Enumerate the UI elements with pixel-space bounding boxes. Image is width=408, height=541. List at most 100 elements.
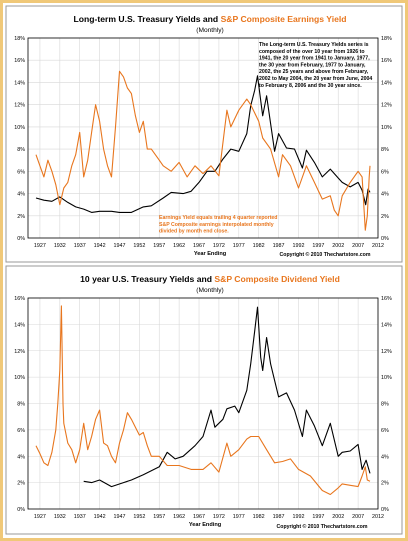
y-tick-label-left: 12% bbox=[14, 349, 25, 355]
x-tick-label: 1962 bbox=[173, 243, 185, 249]
y-tick-label-right: 2% bbox=[381, 214, 389, 220]
y-tick-label-right: 8% bbox=[381, 147, 389, 153]
x-tick-label: 1987 bbox=[273, 243, 285, 249]
y-tick-label-right: 12% bbox=[381, 103, 392, 109]
x-tick-label: 1977 bbox=[233, 243, 245, 249]
y-tick-label-left: 16% bbox=[14, 58, 25, 64]
y-tick-label-right: 6% bbox=[381, 169, 389, 175]
y-tick-label-left: 8% bbox=[17, 147, 25, 153]
y-tick-label-left: 14% bbox=[14, 80, 25, 86]
x-tick-label: 2002 bbox=[332, 243, 344, 249]
y-tick-label-right: 2% bbox=[381, 481, 389, 487]
series-lines bbox=[35, 305, 371, 496]
note-line: composed of the over 10 year from 1926 t… bbox=[259, 49, 365, 55]
note-line: 2002 to May 2004, the 20 year from June,… bbox=[259, 76, 372, 82]
earnings-yield-panel: Long-term U.S. Treasury Yields and S&P C… bbox=[5, 5, 403, 263]
dividend-yield-line bbox=[35, 305, 371, 496]
x-tick-label: 1947 bbox=[113, 243, 125, 249]
panel-border bbox=[5, 5, 403, 263]
y-axis-ticks: 0% 0% 2% 2% 4% 4% 6% 6% 8% 8% 10% 10% 12% 12% 14% 14% 16… bbox=[14, 296, 392, 513]
x-tick-label: 1987 bbox=[273, 514, 285, 520]
x-tick-label: 1952 bbox=[133, 514, 145, 520]
y-tick-label-right: 0% bbox=[381, 507, 389, 513]
y-tick-label-left: 16% bbox=[14, 296, 25, 302]
grid bbox=[28, 297, 379, 510]
x-tick-label: 1997 bbox=[312, 514, 324, 520]
title-earnings-part: S&P Composite Earnings Yield bbox=[221, 14, 347, 24]
x-tick-label: 1957 bbox=[153, 514, 165, 520]
x-tick-label: 1992 bbox=[292, 243, 304, 249]
note-line: to February 8, 2006 and the 30 year sinc… bbox=[259, 83, 362, 89]
y-tick-label-right: 8% bbox=[381, 402, 389, 408]
x-tick-label: 1942 bbox=[94, 243, 106, 249]
treasury-note: The Long-term U.S. Treasury Yields serie… bbox=[259, 42, 372, 89]
y-tick-label-left: 2% bbox=[17, 481, 25, 487]
title-treasury-part: 10 year U.S. Treasury Yields and bbox=[80, 274, 214, 284]
x-tick-label: 1972 bbox=[213, 243, 225, 249]
earnings-yield-line bbox=[35, 70, 371, 231]
chart-title: Long-term U.S. Treasury Yields and S&P C… bbox=[73, 14, 346, 24]
x-tick-label: 1997 bbox=[312, 243, 324, 249]
note-line: divided by month end close. bbox=[159, 229, 229, 235]
x-tick-label: 2007 bbox=[352, 243, 364, 249]
y-tick-label-right: 14% bbox=[381, 322, 392, 328]
plot-area bbox=[27, 37, 379, 239]
x-tick-label: 1992 bbox=[292, 514, 304, 520]
y-tick-label-left: 14% bbox=[14, 322, 25, 328]
y-tick-label-right: 16% bbox=[381, 58, 392, 64]
plot-area bbox=[27, 297, 379, 510]
y-tick-label-right: 10% bbox=[381, 125, 392, 131]
note-line: 1941, the 20 year from 1941 to January, … bbox=[259, 56, 370, 62]
y-tick-label-right: 10% bbox=[381, 375, 392, 381]
x-axis-label: Year Ending bbox=[194, 251, 227, 257]
y-tick-label-right: 4% bbox=[381, 454, 389, 460]
y-tick-label-left: 4% bbox=[17, 192, 25, 198]
y-tick-label-left: 0% bbox=[17, 236, 25, 242]
x-tick-label: 1967 bbox=[193, 514, 205, 520]
x-tick-label: 1977 bbox=[233, 514, 245, 520]
y-tick-label-left: 8% bbox=[17, 402, 25, 408]
y-tick-label-right: 18% bbox=[381, 36, 392, 42]
y-tick-label-right: 6% bbox=[381, 428, 389, 434]
x-tick-label: 2007 bbox=[352, 514, 364, 520]
y-tick-label-left: 6% bbox=[17, 428, 25, 434]
dividend-yield-panel: 10 year U.S. Treasury Yields and S&P Com… bbox=[5, 265, 403, 535]
x-tick-label: 1957 bbox=[153, 243, 165, 249]
x-tick-label: 1932 bbox=[54, 514, 66, 520]
y-tick-label-right: 0% bbox=[381, 236, 389, 242]
series-lines bbox=[35, 70, 371, 231]
x-tick-label: 1982 bbox=[253, 514, 265, 520]
treasury-yield-line bbox=[83, 306, 371, 488]
y-tick-label-right: 12% bbox=[381, 349, 392, 355]
y-tick-label-left: 6% bbox=[17, 169, 25, 175]
panel-border bbox=[5, 265, 403, 535]
x-tick-label: 1942 bbox=[94, 514, 106, 520]
chart-subtitle: (Monthly) bbox=[196, 27, 223, 34]
copyright: Copyright © 2010 Thechartstore.com bbox=[277, 523, 368, 530]
y-tick-label-left: 4% bbox=[17, 454, 25, 460]
x-tick-label: 2012 bbox=[372, 243, 384, 249]
x-axis-ticks: 1927 1932 1937 1942 1947 1952 1957 1962 1967 1972… bbox=[34, 514, 384, 520]
y-tick-label-left: 0% bbox=[17, 507, 25, 513]
y-tick-label-right: 16% bbox=[381, 296, 392, 302]
earnings-note: Earnings Yield equals trailing 4 quarter… bbox=[159, 215, 277, 235]
y-tick-label-left: 12% bbox=[14, 103, 25, 109]
y-tick-label-left: 2% bbox=[17, 214, 25, 220]
x-tick-label: 2002 bbox=[332, 514, 344, 520]
y-tick-label-left: 10% bbox=[14, 375, 25, 381]
y-axis-ticks: 0% 0% 2% 2% 4% 4% 6% 6% 8% 8% 10% 10% 12% 12% 14% 14% 16… bbox=[14, 36, 392, 242]
chart-title: 10 year U.S. Treasury Yields and S&P Com… bbox=[80, 274, 340, 284]
treasury-yield-line bbox=[35, 75, 371, 213]
x-tick-label: 1927 bbox=[34, 514, 46, 520]
x-tick-label: 1927 bbox=[34, 243, 46, 249]
x-tick-label: 1962 bbox=[173, 514, 185, 520]
copyright: Copyright © 2010 Thechartstore.com bbox=[280, 251, 371, 258]
note-line: Earnings Yield equals trailing 4 quarter… bbox=[159, 215, 277, 221]
x-tick-label: 1972 bbox=[213, 514, 225, 520]
y-tick-label-left: 10% bbox=[14, 125, 25, 131]
x-tick-label: 1937 bbox=[74, 243, 86, 249]
note-line: S&P Composite earnings interpolated mont… bbox=[159, 222, 274, 228]
note-line: The Long-term U.S. Treasury Yields serie… bbox=[259, 42, 369, 48]
title-dividend-part: S&P Composite Dividend Yield bbox=[214, 274, 339, 284]
